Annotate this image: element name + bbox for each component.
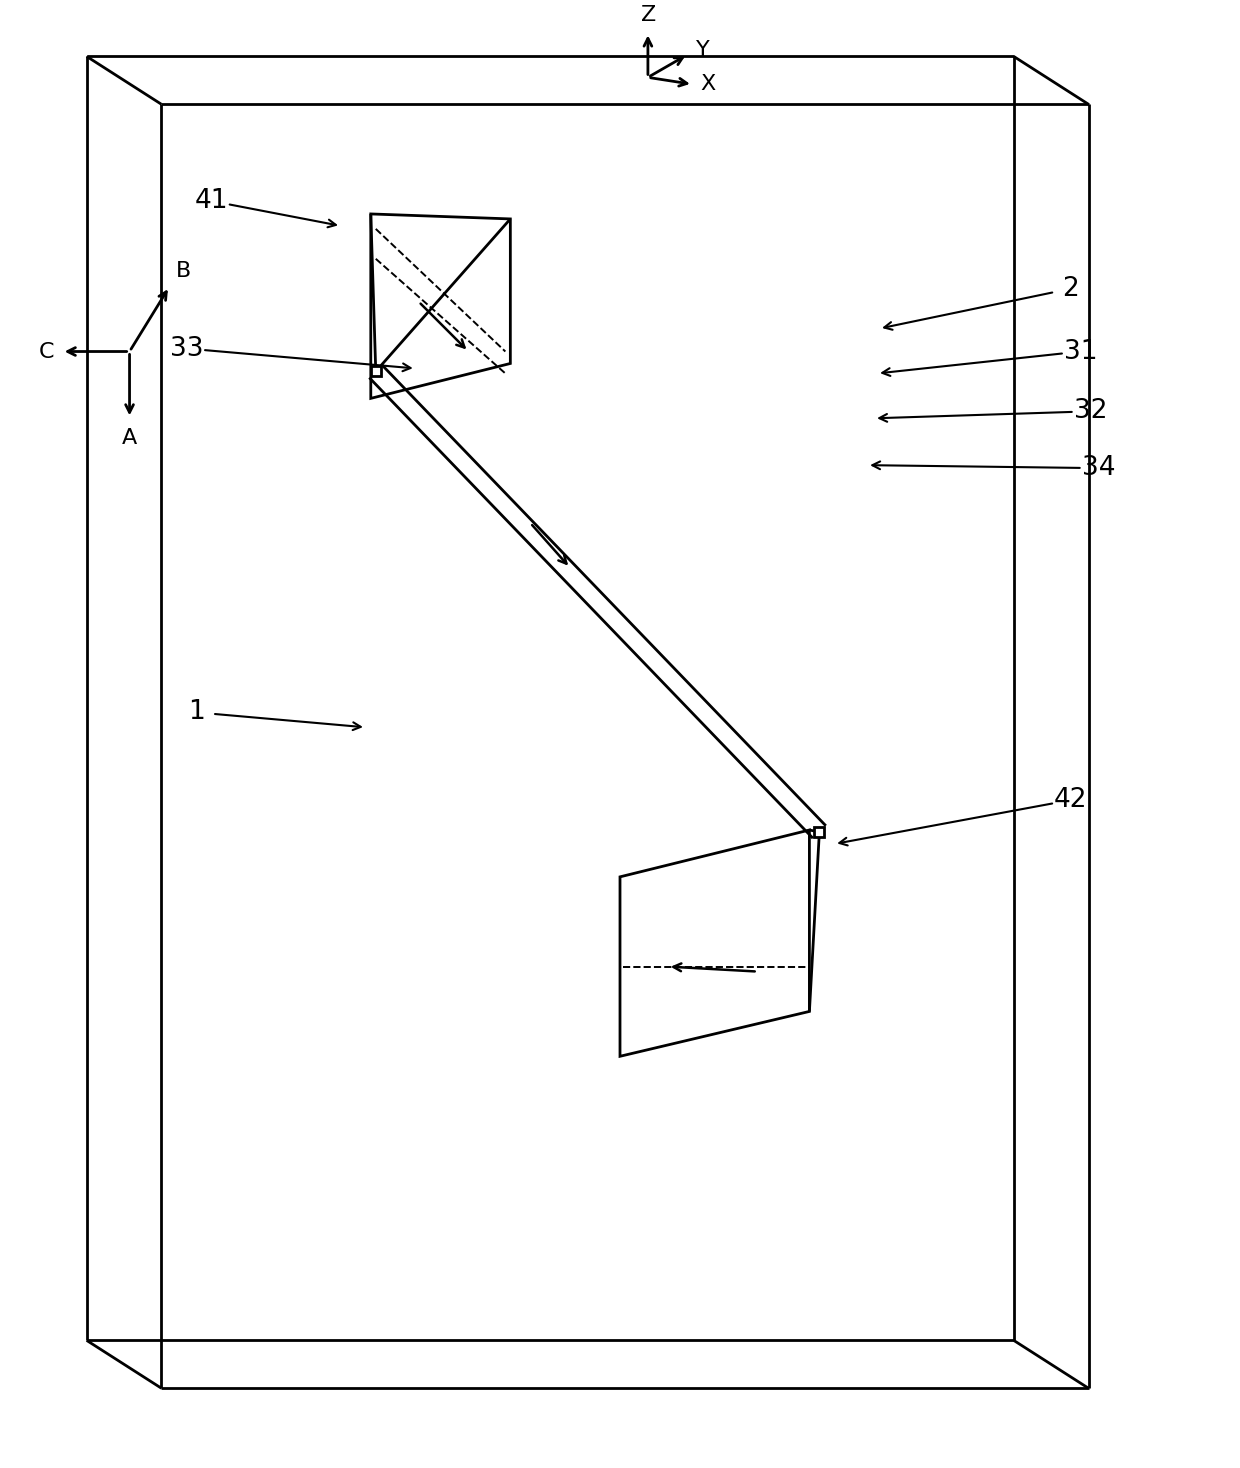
- Bar: [371, 367, 381, 376]
- Text: 42: 42: [1054, 787, 1087, 813]
- Text: 41: 41: [195, 188, 228, 214]
- Text: 1: 1: [188, 699, 205, 725]
- Text: Z: Z: [641, 4, 656, 25]
- Text: 2: 2: [1063, 276, 1079, 302]
- Text: C: C: [38, 342, 53, 361]
- Text: B: B: [175, 261, 191, 280]
- Text: X: X: [701, 75, 715, 94]
- Text: 32: 32: [1074, 398, 1107, 424]
- Text: 33: 33: [170, 336, 203, 361]
- Text: 31: 31: [1064, 339, 1097, 364]
- Text: Y: Y: [696, 41, 709, 60]
- Text: A: A: [122, 429, 138, 448]
- Bar: [815, 826, 825, 837]
- Text: 34: 34: [1081, 455, 1115, 482]
